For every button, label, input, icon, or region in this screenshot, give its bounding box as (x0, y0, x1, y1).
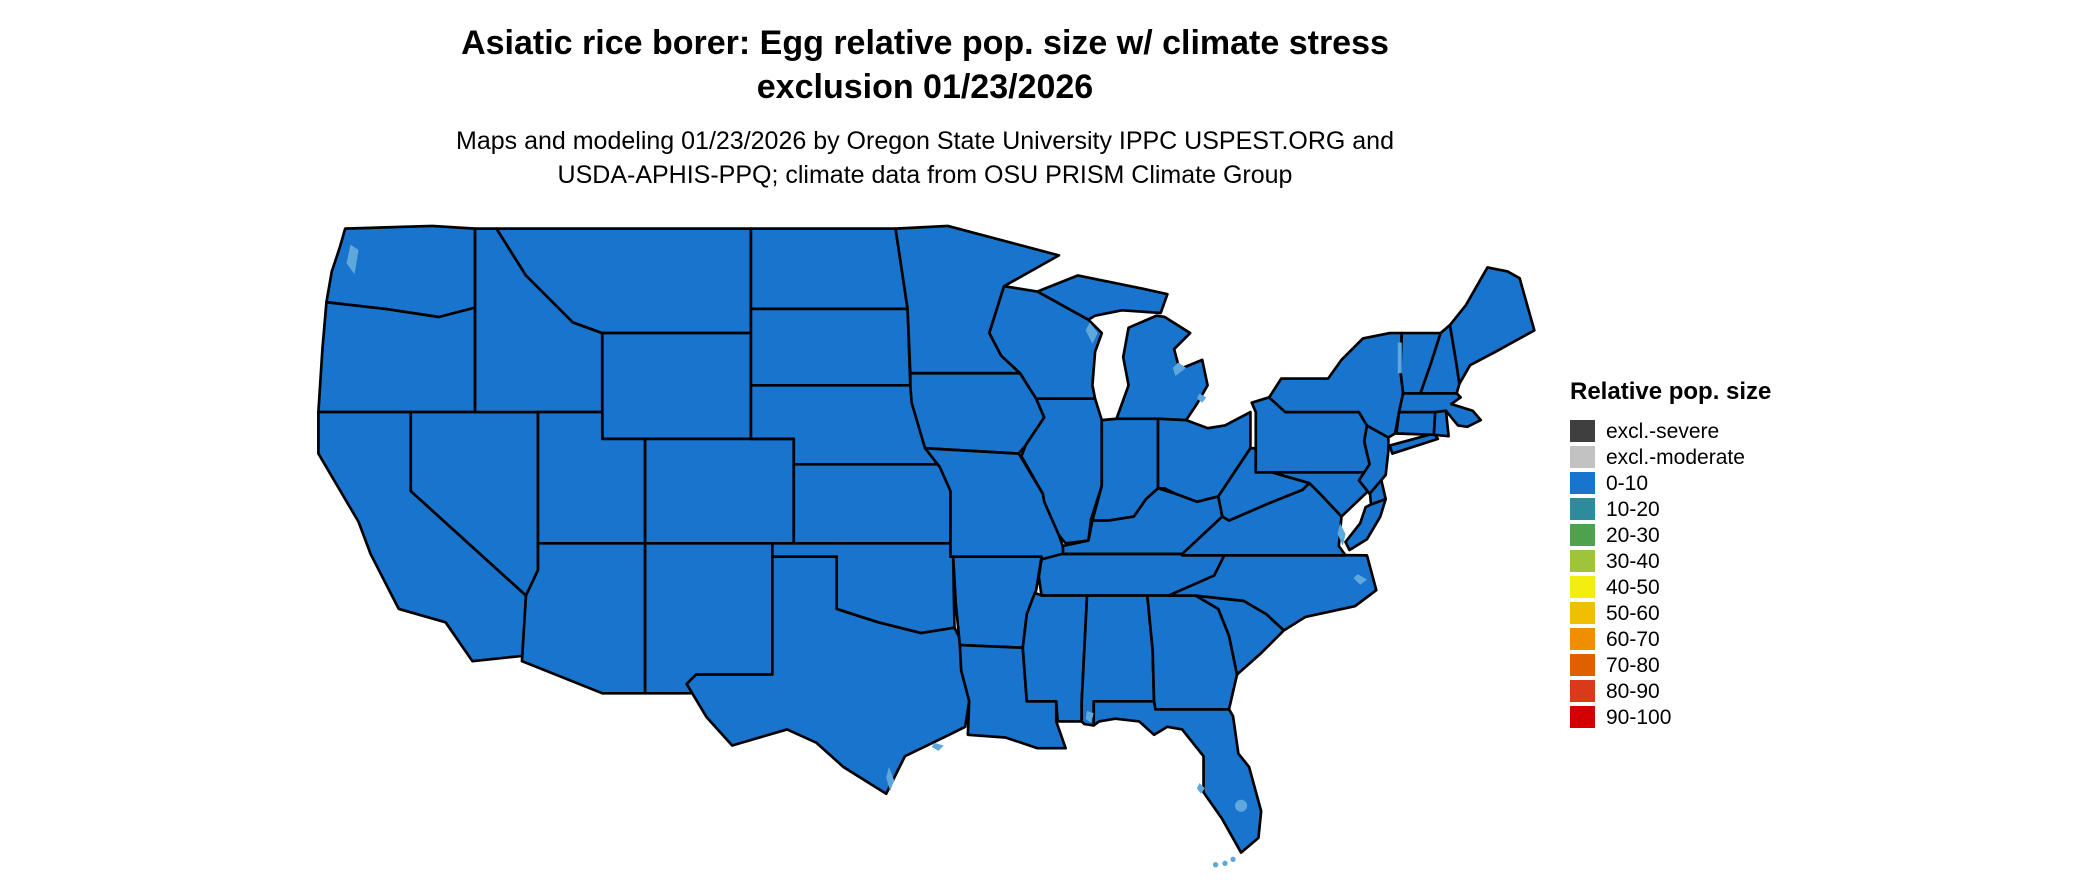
state-colorado (643, 437, 796, 545)
legend-swatch (1570, 706, 1595, 728)
page-subtitle: Maps and modeling 01/23/2026 by Oregon S… (0, 125, 1850, 193)
legend-swatch (1570, 602, 1595, 624)
legend-swatch (1570, 446, 1595, 468)
mobile-bay-water (1085, 710, 1094, 723)
legend-item-excl-moderate: excl.-moderate (1570, 444, 1771, 470)
state-kansas (792, 462, 952, 545)
florida-keys-detail (1230, 856, 1236, 863)
state-mississippi (1021, 591, 1089, 723)
state-new-mexico (643, 541, 774, 695)
legend-item-label: excl.-severe (1606, 419, 1720, 443)
galveston-bay-water (931, 742, 944, 751)
legend-swatch (1570, 576, 1595, 598)
page-title-line1: Asiatic rice borer: Egg relative pop. si… (461, 24, 1389, 62)
state-massachusetts (1397, 391, 1483, 429)
state-wyoming (600, 331, 753, 441)
saginaw-bay-water (1172, 362, 1187, 376)
lake-okeechobee-water (1235, 799, 1248, 812)
state-texas (685, 555, 971, 796)
puget-sound-water (346, 244, 359, 275)
chesapeake-bay-water (1337, 523, 1346, 546)
legend-swatch (1570, 524, 1595, 546)
state-oregon (317, 300, 477, 414)
green-bay-water (1085, 322, 1098, 344)
legend-title: Relative pop. size (1570, 378, 1772, 405)
legend-item-40-50: 40-50 (1570, 574, 1771, 600)
legend-swatch (1570, 472, 1595, 494)
legend-item-30-40: 30-40 (1570, 548, 1771, 574)
legend-item-label: 50-60 (1606, 601, 1660, 625)
legend-item-label: 20-30 (1606, 523, 1660, 547)
legend-item-label: 60-70 (1606, 627, 1660, 651)
state-delmarva-peninsula (1344, 497, 1388, 552)
state-michigan-upper-peninsula (1036, 274, 1169, 322)
state-new-jersey (1357, 424, 1390, 496)
legend-item-label: 80-90 (1606, 679, 1660, 703)
legend-item-excl-severe: excl.-severe (1570, 418, 1771, 444)
florida-keys-detail (1222, 860, 1228, 867)
legend-item-label: 0-10 (1606, 471, 1649, 495)
legend-swatch (1570, 628, 1595, 650)
state-long-island (1388, 432, 1440, 455)
state-north-dakota (749, 227, 909, 311)
legend-item-60-70: 60-70 (1570, 626, 1771, 652)
state-north-carolina (1167, 552, 1378, 632)
state-michigan-lower-peninsula (1115, 314, 1209, 422)
page-title-line2: exclusion 01/23/2026 (756, 67, 1094, 106)
legend-swatch (1570, 550, 1595, 572)
legend-item-label: 70-80 (1606, 653, 1660, 677)
lake-champlain-water (1397, 342, 1402, 374)
legend: Relative pop. size excl.-severe excl.-mo… (1570, 378, 1771, 730)
legend-swatch (1570, 680, 1595, 702)
state-florida (1092, 699, 1263, 854)
legend-item-70-80: 70-80 (1570, 652, 1771, 678)
laguna-madre-water (886, 766, 895, 792)
legend-item-20-30: 20-30 (1570, 522, 1771, 548)
legend-swatch (1570, 654, 1595, 676)
legend-item-label: 10-20 (1606, 497, 1660, 521)
legend-item-10-20: 10-20 (1570, 496, 1771, 522)
legend-item-50-60: 50-60 (1570, 600, 1771, 626)
legend-item-label: excl.-moderate (1606, 445, 1745, 469)
state-arizona (520, 541, 647, 695)
florida-keys-detail (1212, 862, 1219, 868)
state-south-dakota (749, 307, 912, 387)
legend-item-80-90: 80-90 (1570, 678, 1771, 704)
state-washington (325, 224, 477, 319)
header: Asiatic rice borer: Egg relative pop. si… (0, 22, 1850, 193)
us-states-map (317, 224, 1536, 868)
page-subtitle-line2: USDA-APHIS-PPQ; climate data from OSU PR… (557, 160, 1293, 189)
state-iowa (908, 371, 1046, 455)
legend-item-0-10: 0-10 (1570, 470, 1771, 496)
lake-st-clair-water (1196, 393, 1207, 403)
legend-item-90-100: 90-100 (1570, 704, 1771, 730)
legend-swatch (1570, 420, 1595, 442)
page-title: Asiatic rice borer: Egg relative pop. si… (0, 22, 1850, 109)
state-maine (1448, 266, 1536, 386)
legend-swatch (1570, 498, 1595, 520)
legend-item-label: 40-50 (1606, 575, 1660, 599)
legend-item-label: 90-100 (1606, 705, 1672, 729)
state-connecticut (1395, 410, 1437, 437)
state-rhode-island (1432, 409, 1450, 438)
legend-item-label: 30-40 (1606, 549, 1660, 573)
page-subtitle-line1: Maps and modeling 01/23/2026 by Oregon S… (456, 127, 1394, 156)
